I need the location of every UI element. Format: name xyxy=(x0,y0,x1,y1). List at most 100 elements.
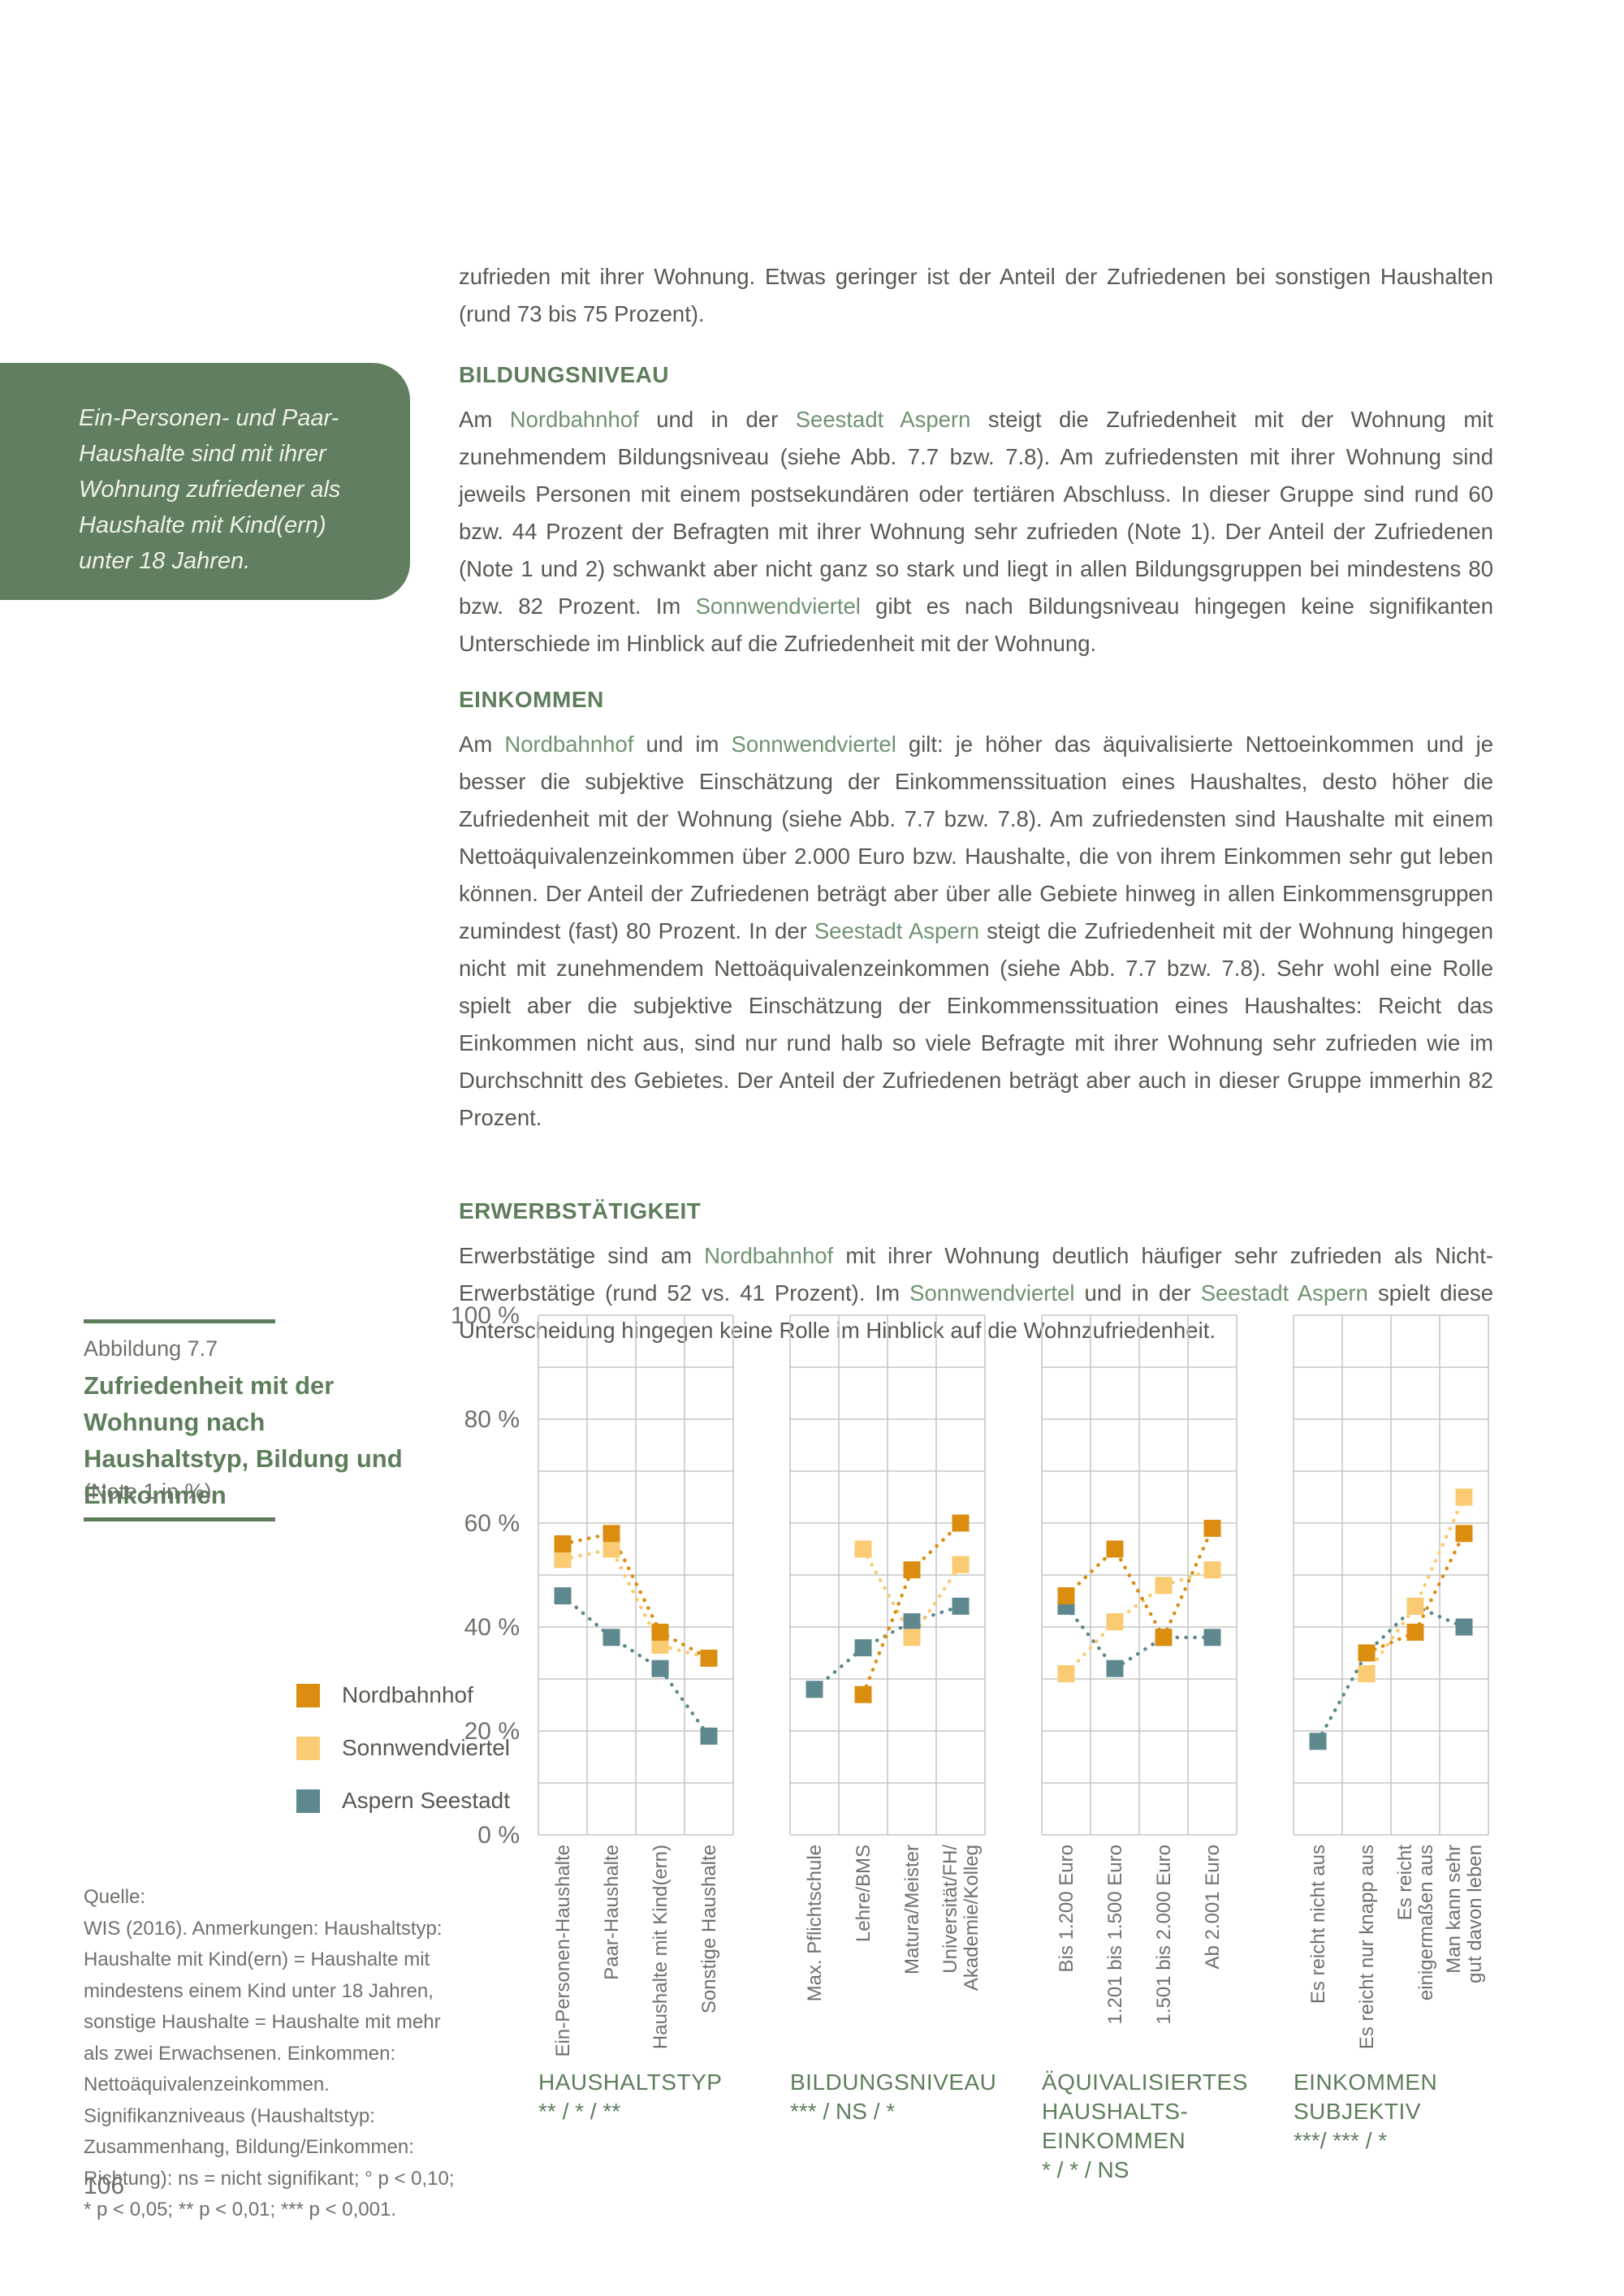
x-category-label: Sonstige Haushalte xyxy=(698,1845,720,2013)
place-name: Sonnwendviertel xyxy=(731,732,896,757)
panel-significance: *** / NS / * xyxy=(790,2099,895,2124)
panel-title: EINKOMMEN xyxy=(1042,2128,1186,2153)
series-line xyxy=(560,1531,711,1660)
data-point xyxy=(1406,1597,1424,1615)
data-point xyxy=(1309,1733,1327,1750)
data-point xyxy=(554,1535,572,1553)
y-tick-label: 100 % xyxy=(451,1302,520,1329)
data-point xyxy=(554,1587,572,1605)
legend-item: Aspern Seestadt xyxy=(296,1788,510,1814)
data-point xyxy=(1406,1623,1424,1641)
data-point xyxy=(1057,1587,1075,1605)
chart-panel: Max. Pflichtschule Lehre/BMS Matura/Meiste… xyxy=(789,1314,996,2124)
legend-swatch-icon xyxy=(296,1736,320,1760)
panel-title: SUBJEKTIV xyxy=(1294,2099,1421,2124)
x-category-label: Paar-Haushalte xyxy=(601,1845,623,1980)
y-tick-label: 0 % xyxy=(477,1822,520,1849)
series-line xyxy=(1364,1495,1466,1676)
data-point xyxy=(903,1613,921,1631)
place-name: Nordbahnhof xyxy=(509,407,639,432)
legend-label: Nordbahnhof xyxy=(342,1682,473,1707)
legend-label: Aspern Seestadt xyxy=(342,1788,511,1813)
place-name: Seestadt Aspern xyxy=(795,407,971,432)
legend-item: Nordbahnhof xyxy=(296,1682,510,1708)
data-point xyxy=(603,1525,620,1543)
place-name: Seestadt Aspern xyxy=(1200,1280,1368,1306)
data-point xyxy=(1203,1519,1221,1537)
chart-panel: Ein-Personen-Haushalte Paar-Haushalte Haus… xyxy=(538,1314,734,2124)
y-tick-label: 60 % xyxy=(464,1510,520,1537)
legend-swatch-icon xyxy=(296,1683,320,1707)
source-note: Quelle: WIS (2016). Anmerkungen: Haushal… xyxy=(84,1882,455,2226)
place-name: Nordbahnhof xyxy=(504,732,634,757)
section-paragraph-erwerbstaetigkeit: Erwerbstätige sind am Nordbahnhof mit ih… xyxy=(459,1243,1493,1343)
series-line xyxy=(1064,1526,1215,1642)
panel-significance: ***/ *** / * xyxy=(1294,2128,1387,2153)
place-name: Sonnwendviertel xyxy=(695,593,861,619)
panel-title: HAUSHALTS- xyxy=(1042,2099,1188,2124)
panel-significance: * / * / NS xyxy=(1042,2157,1129,2182)
data-point xyxy=(952,1597,970,1615)
data-point xyxy=(603,1629,620,1646)
data-point xyxy=(1203,1561,1221,1579)
x-category-label: einigermaßen aus xyxy=(1415,1845,1437,2000)
place-name: Seestadt Aspern xyxy=(814,918,980,943)
series-line xyxy=(861,1547,963,1642)
series-line xyxy=(861,1521,963,1697)
data-point xyxy=(1203,1629,1221,1646)
chart-legend: Nordbahnhof Sonnwendviertel Aspern Seestad… xyxy=(296,1682,510,1814)
data-point xyxy=(854,1540,872,1558)
x-category-label: Ab 2.001 Euro xyxy=(1202,1845,1224,1969)
legend-label: Sonnwendviertel xyxy=(342,1735,511,1760)
panel-title: ÄQUIVALISIERTES xyxy=(1042,2069,1248,2095)
source-label: Quelle: xyxy=(84,1886,146,1908)
panel-significance: ** / * / ** xyxy=(538,2099,620,2124)
data-point xyxy=(603,1540,620,1558)
x-category-label: Bis 1.200 Euro xyxy=(1056,1845,1078,1972)
data-point xyxy=(1155,1629,1173,1646)
data-point xyxy=(854,1639,872,1657)
legend-item: Sonnwendviertel xyxy=(296,1735,510,1761)
figure-subtitle: (Note 1 in %) xyxy=(84,1479,212,1504)
figure-rule-bottom xyxy=(84,1517,275,1521)
x-category-label: 1.501 bis 2.000 Euro xyxy=(1153,1845,1175,2025)
legend-swatch-icon xyxy=(296,1789,320,1813)
place-name: Sonnwendviertel xyxy=(909,1280,1075,1306)
data-point xyxy=(1106,1613,1124,1631)
x-category-label: Man kann sehr xyxy=(1443,1845,1465,1974)
section-paragraph-bildungsniveau: Am Nordbahnhof und in der Seestadt Asper… xyxy=(459,407,1494,656)
figure-rule-top xyxy=(84,1319,275,1323)
callout-text: Ein-Personen- und Paar-Haushalte sind mi… xyxy=(79,405,341,574)
data-point xyxy=(1155,1577,1173,1595)
page-number: 106 xyxy=(84,2173,125,2199)
series-line xyxy=(560,1547,711,1660)
data-point xyxy=(1455,1525,1473,1543)
y-tick-label: 20 % xyxy=(464,1718,520,1745)
x-category-label: Es reicht xyxy=(1394,1845,1416,1921)
intro-paragraph: zufrieden mit ihrer Wohnung. Etwas gerin… xyxy=(459,264,1493,326)
data-point xyxy=(903,1561,921,1579)
data-point xyxy=(700,1727,718,1745)
x-category-label: Max. Pflichtschule xyxy=(804,1845,826,2001)
chart-panel: Es reicht nicht aus Es reicht nur knapp a… xyxy=(1293,1314,1489,2153)
data-point xyxy=(700,1649,718,1667)
figure-label: Abbildung 7.7 xyxy=(84,1336,218,1361)
panel-title: EINKOMMEN xyxy=(1294,2069,1437,2095)
x-category-label: 1.201 bis 1.500 Euro xyxy=(1104,1845,1126,2025)
x-category-label: Es reicht nicht aus xyxy=(1307,1845,1329,2004)
data-point xyxy=(1106,1540,1124,1558)
section-heading-einkommen: EINKOMMEN xyxy=(459,687,604,712)
x-category-label: Matura/Meister xyxy=(901,1845,923,1974)
panel-title: BILDUNGSNIVEAU xyxy=(790,2069,996,2095)
x-category-label: gut davon leben xyxy=(1464,1845,1486,1983)
figure-title: Zufriedenheit mit der Wohnung nach Haush… xyxy=(84,1371,403,1509)
data-point xyxy=(1358,1644,1376,1662)
data-point xyxy=(952,1514,970,1532)
y-tick-label: 80 % xyxy=(464,1406,520,1433)
series-line xyxy=(1315,1603,1466,1743)
satisfaction-chart: 0 % 20 % 40 % 60 % 80 % 100 % Ein-Personen-Hau… xyxy=(438,1291,1543,2241)
x-category-label: Lehre/BMS xyxy=(853,1845,875,1942)
chart-svg: 0 % 20 % 40 % 60 % 80 % 100 % Ein-Personen-Hau… xyxy=(451,1302,1489,2182)
section-heading-bildungsniveau: BILDUNGSNIVEAU xyxy=(459,362,670,387)
series-line xyxy=(1064,1604,1215,1672)
